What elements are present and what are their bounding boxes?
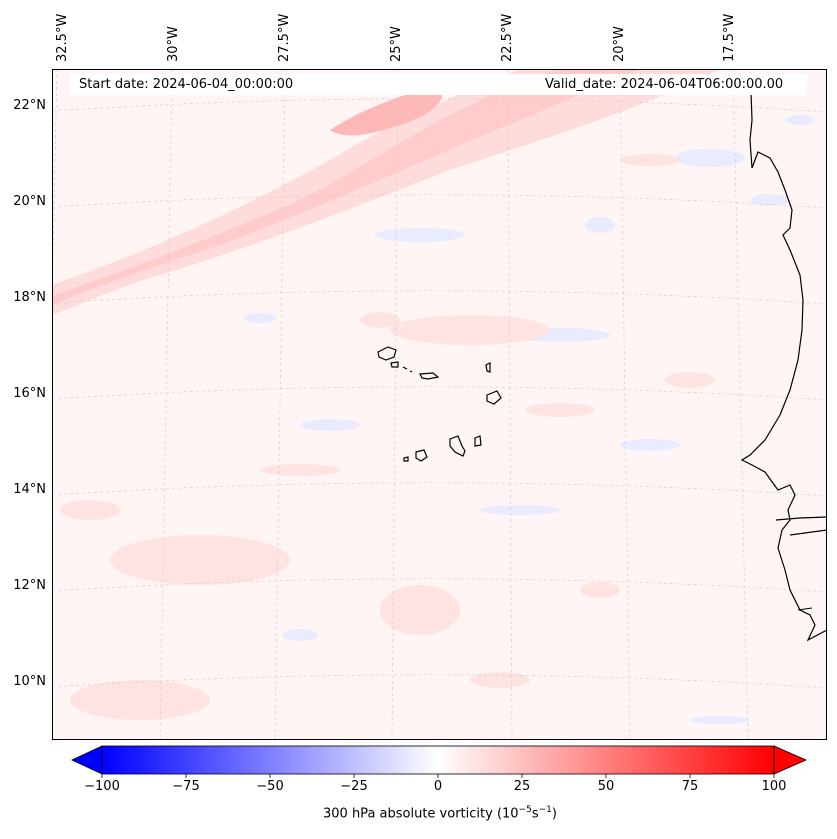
- cape-verde-islands: [377, 346, 502, 462]
- lat-label: 16°N: [13, 386, 46, 401]
- lat-label: 20°N: [13, 194, 46, 209]
- colorbar-tick: 75: [681, 779, 699, 794]
- negative-vorticity-patches: [244, 115, 815, 724]
- colorbar-tick: −75: [172, 779, 200, 794]
- colorbar-tick: −100: [84, 779, 120, 794]
- map-frame: [52, 69, 827, 740]
- lat-label: 22°N: [13, 98, 46, 113]
- lat-label: 14°N: [13, 482, 46, 497]
- colorbar-tick: 100: [761, 779, 787, 794]
- colorbar-low-extend: [71, 745, 103, 775]
- lon-label: 25°W: [389, 26, 404, 62]
- positive-vorticity-patches: [60, 154, 715, 720]
- lon-label: 32.5°W: [55, 13, 70, 62]
- coastline: [740, 91, 827, 642]
- colorbar-tick: 50: [597, 779, 615, 794]
- vorticity-band-outer: [52, 69, 720, 315]
- lon-label: 30°W: [166, 26, 181, 62]
- vorticity-band-inner: [52, 69, 640, 305]
- colorbar-tick: 0: [433, 779, 443, 794]
- lon-label: 22.5°W: [500, 13, 515, 62]
- start-date-label: Start date: 2024-06-04_00:00:00: [79, 77, 294, 92]
- header-strip: [70, 74, 807, 95]
- lat-label: 10°N: [13, 674, 46, 689]
- colorbar-tick: −25: [340, 779, 368, 794]
- lon-label: 27.5°W: [277, 13, 292, 62]
- valid-date-label: Valid_date: 2024-06-04T06:00:00.00: [545, 77, 784, 92]
- colorbar-label: 300 hPa absolute vorticity (10−5s−1): [323, 805, 557, 822]
- lon-label: 20°W: [612, 26, 627, 62]
- lon-label: 17.5°W: [722, 13, 737, 62]
- graticule: [52, 69, 827, 740]
- colorbar: [71, 745, 807, 778]
- lat-label: 18°N: [13, 290, 46, 305]
- colorbar-high-extend: [773, 745, 807, 775]
- vorticity-field: [52, 69, 827, 740]
- colorbar-body: [101, 745, 775, 775]
- colorbar-tick: 25: [513, 779, 531, 794]
- lat-label: 12°N: [13, 578, 46, 593]
- vorticity-core: [330, 85, 443, 136]
- colorbar-tick: −50: [256, 779, 284, 794]
